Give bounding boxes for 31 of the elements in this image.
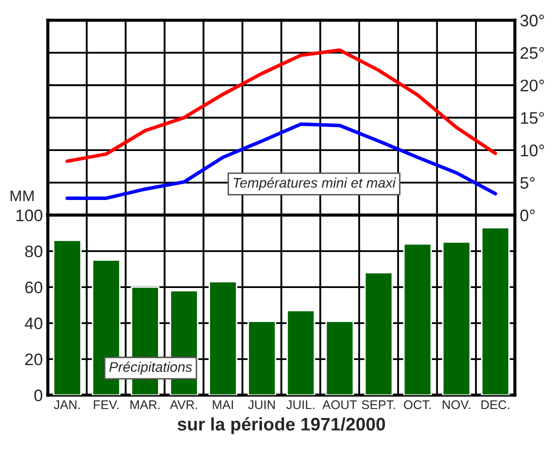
x-tick-label: FEV. xyxy=(94,400,118,410)
x-tick-label: AOUT xyxy=(322,400,357,410)
y-tick-label: 60 xyxy=(25,282,42,294)
y-tick-label: 40 xyxy=(24,318,42,330)
y-tick-label: 20 xyxy=(25,354,42,366)
y-tick-label: 0 xyxy=(34,390,42,402)
x-tick-label: SEPT. xyxy=(362,400,395,410)
x-tick-label: JUIL. xyxy=(286,400,314,410)
y-tick-label: 10° xyxy=(520,144,544,156)
y-tick-label: 80 xyxy=(25,246,42,258)
annotation: Précipitations xyxy=(109,362,192,375)
annotation: Températures mini et maxi xyxy=(234,177,396,190)
x-tick-label: OCT. xyxy=(404,400,431,410)
y-tick-label: 15° xyxy=(520,112,544,124)
y-tick-label: 25° xyxy=(520,47,544,59)
line-series xyxy=(66,122,498,200)
x-tick-label: JUIN xyxy=(248,400,275,410)
x-tick-label: DEC. xyxy=(481,400,510,410)
x-tick-label: NOV. xyxy=(442,400,470,410)
x-tick-label: AVR. xyxy=(170,400,198,410)
y-tick-label: 100 xyxy=(16,210,42,222)
y-axis-title: MM xyxy=(10,190,34,202)
y-tick-label: 5° xyxy=(520,177,535,189)
y-tick-label: 30° xyxy=(520,14,544,26)
line-series xyxy=(66,48,498,163)
x-tick-label: MAR. xyxy=(130,400,160,410)
x-tick-label: MAI xyxy=(212,400,233,410)
y-tick-label: 20° xyxy=(520,80,544,92)
x-axis-title: sur la période 1971/2000 xyxy=(178,417,385,434)
x-tick-label: JAN. xyxy=(54,400,80,410)
y-tick-label: 0° xyxy=(520,210,535,222)
